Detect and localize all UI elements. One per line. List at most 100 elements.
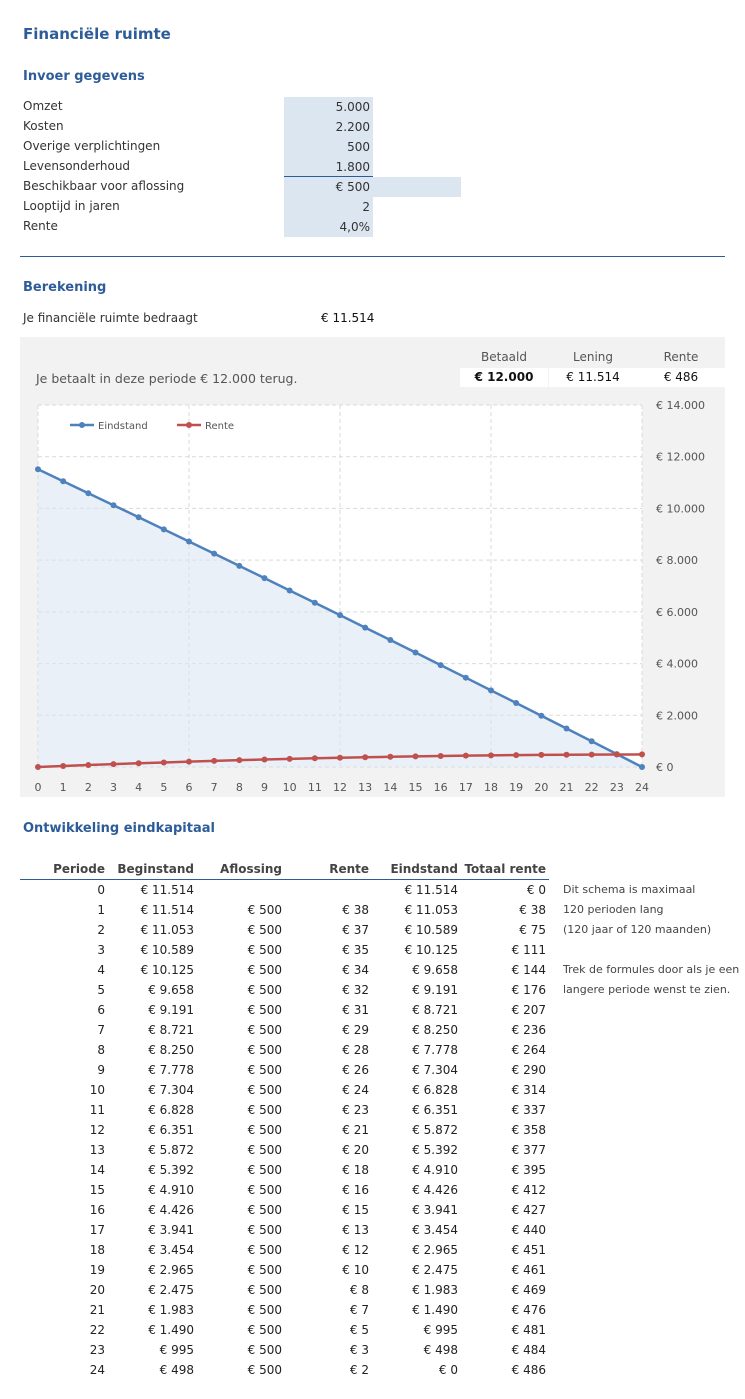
- y-tick-label: € 14.000: [656, 399, 705, 412]
- data-point: [160, 526, 167, 533]
- table-cell: € 11.514: [404, 883, 458, 897]
- data-point: [311, 755, 318, 762]
- section-divider: [20, 256, 725, 257]
- data-point: [337, 612, 343, 619]
- schedule-table: Periode Beginstand Aflossing Rente Eindstand…: [20, 859, 549, 1380]
- table-cell: € 395: [511, 1163, 546, 1177]
- table-cell: € 461: [511, 1263, 546, 1277]
- data-point: [412, 649, 419, 656]
- table-cell: € 500: [247, 1143, 282, 1157]
- data-point: [437, 752, 444, 759]
- data-point: [286, 587, 293, 594]
- x-tick-label: 3: [110, 781, 117, 794]
- data-point: [236, 562, 243, 569]
- table-cell: € 11.514: [140, 903, 194, 917]
- x-tick-label: 22: [585, 781, 599, 794]
- data-point: [563, 725, 570, 732]
- table-cell: € 9.658: [412, 963, 458, 977]
- data-point: [186, 758, 192, 765]
- table-cell: € 6.351: [412, 1103, 458, 1117]
- table-cell: € 337: [511, 1103, 546, 1117]
- data-point: [286, 755, 293, 762]
- table-cell: € 31: [342, 1003, 369, 1017]
- data-point: [387, 637, 394, 644]
- data-point: [412, 753, 419, 760]
- table-row: 16 € 4.426 € 500 € 15 € 3.941 € 427: [20, 1200, 549, 1220]
- table-cell: € 9.191: [412, 983, 458, 997]
- column-header: Periode: [20, 859, 108, 880]
- table-cell: € 500: [247, 1363, 282, 1377]
- data-point: [236, 757, 243, 764]
- table-cell: € 7.778: [412, 1043, 458, 1057]
- table-cell: € 314: [511, 1083, 546, 1097]
- y-tick-label: € 2.000: [656, 709, 698, 722]
- calc-label: Je financiële ruimte bedraagt: [23, 311, 198, 325]
- table-cell: € 500: [247, 1023, 282, 1037]
- data-point: [538, 712, 545, 719]
- legend-marker: [186, 422, 192, 428]
- table-cell: € 3: [349, 1343, 369, 1357]
- table-cell: 22: [89, 1323, 105, 1337]
- data-point: [135, 760, 142, 767]
- table-cell: € 10.589: [404, 923, 458, 937]
- input-field[interactable]: 1.800: [284, 157, 373, 177]
- table-cell: € 38: [342, 903, 369, 917]
- x-tick-label: 2: [85, 781, 92, 794]
- input-label: Kosten: [23, 119, 64, 133]
- table-cell: € 412: [511, 1183, 546, 1197]
- input-field[interactable]: 2: [284, 197, 373, 217]
- table-cell: € 7.304: [412, 1063, 458, 1077]
- table-cell: € 9.658: [148, 983, 194, 997]
- table-cell: 6: [97, 1003, 105, 1017]
- data-point: [613, 751, 620, 758]
- table-cell: € 35: [342, 943, 369, 957]
- table-row: 6 € 9.191 € 500 € 31 € 8.721 € 207: [20, 1000, 549, 1020]
- table-cell: € 440: [511, 1223, 546, 1237]
- table-cell: € 2.965: [412, 1243, 458, 1257]
- table-cell: € 6.828: [412, 1083, 458, 1097]
- table-cell: € 10: [342, 1263, 369, 1277]
- table-cell: € 3.454: [412, 1223, 458, 1237]
- x-tick-label: 9: [261, 781, 268, 794]
- table-cell: € 20: [342, 1143, 369, 1157]
- input-label: Looptijd in jaren: [23, 199, 120, 213]
- input-label: Overige verplichtingen: [23, 139, 161, 153]
- table-cell: € 2.475: [412, 1263, 458, 1277]
- table-row: 4 € 10.125 € 500 € 34 € 9.658 € 144: [20, 960, 549, 980]
- table-cell: € 26: [342, 1063, 369, 1077]
- table-cell: € 451: [511, 1243, 546, 1257]
- table-cell: € 8.721: [412, 1003, 458, 1017]
- table-cell: € 500: [247, 1063, 282, 1077]
- note-text: langere periode wenst te zien.: [563, 983, 731, 996]
- data-point: [563, 751, 570, 758]
- table-cell: € 500: [247, 1343, 282, 1357]
- table-cell: 3: [97, 943, 105, 957]
- data-point: [60, 478, 67, 485]
- legend-marker: [79, 422, 85, 428]
- input-field[interactable]: € 500: [284, 177, 373, 197]
- x-tick-label: 4: [135, 781, 142, 794]
- input-field[interactable]: 500: [284, 137, 373, 157]
- table-cell: € 1.983: [148, 1303, 194, 1317]
- page-title: Financiële ruimte: [23, 25, 171, 43]
- data-point: [35, 466, 41, 473]
- input-field[interactable]: 5.000: [284, 97, 373, 117]
- input-field[interactable]: 4,0%: [284, 217, 373, 237]
- summary-value-lening: € 11.514: [549, 368, 637, 387]
- data-point: [513, 752, 520, 759]
- table-cell: € 476: [511, 1303, 546, 1317]
- data-point: [588, 738, 595, 745]
- table-cell: € 498: [159, 1363, 194, 1377]
- data-point: [160, 759, 167, 766]
- table-heading: Ontwikkeling eindkapitaal: [23, 821, 215, 836]
- table-cell: € 6.351: [148, 1123, 194, 1137]
- column-header: Aflossing: [197, 859, 285, 880]
- table-cell: 24: [89, 1363, 105, 1377]
- y-tick-label: € 12.000: [656, 451, 705, 464]
- table-cell: € 1.490: [412, 1303, 458, 1317]
- table-cell: € 486: [511, 1363, 546, 1377]
- x-tick-label: 1: [60, 781, 67, 794]
- table-row: 3 € 10.589 € 500 € 35 € 10.125 € 111: [20, 940, 549, 960]
- table-cell: € 500: [247, 963, 282, 977]
- input-field[interactable]: 2.200: [284, 117, 373, 137]
